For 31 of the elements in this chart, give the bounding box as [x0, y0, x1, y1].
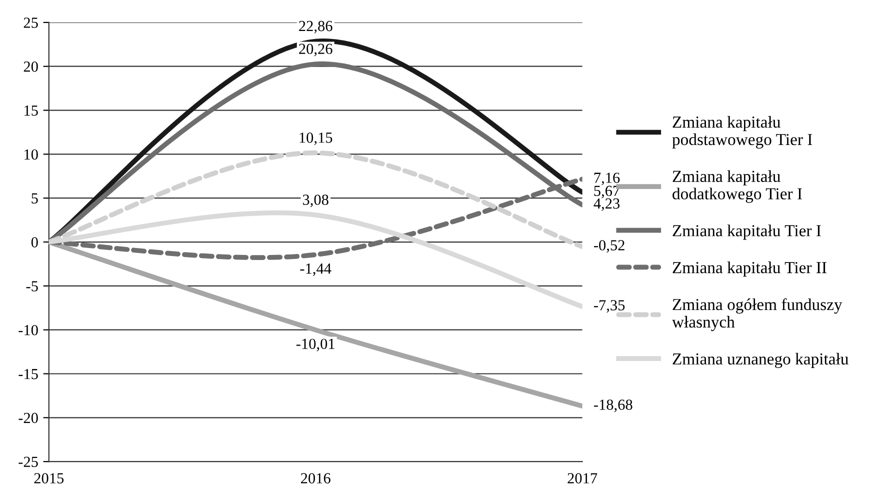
legend-label: Zmiana kapitału podstawowego Tier I [672, 116, 812, 149]
data-label: 10,15 [300, 132, 332, 146]
data-label: 22,86 [299, 20, 332, 34]
y-tick-label: -25 [18, 456, 38, 468]
legend-label: Zmiana kapitału dodatkowego Tier I [672, 170, 802, 203]
data-label: -1,44 [300, 264, 332, 276]
y-tick-label: -15 [18, 368, 38, 380]
y-tick-label: -5 [26, 281, 38, 292]
data-label: -10,01 [296, 338, 334, 352]
x-tick-label: 2015 [34, 473, 64, 484]
y-tick-label: 20 [24, 62, 38, 72]
y-tick-label: 0 [31, 237, 38, 248]
legend-label: Zmiana kapitału Tier I [672, 224, 821, 240]
data-label: 7,16 [594, 172, 620, 186]
y-tick-label: 5 [32, 193, 38, 204]
y-tick-label: -10 [18, 324, 38, 336]
x-tick-label: 2016 [300, 473, 330, 484]
data-label: 20,26 [299, 44, 332, 56]
data-label: 4,23 [594, 198, 620, 211]
y-tick-label: 15 [24, 105, 38, 116]
legend-label: Zmiana uznanego kapitału [672, 352, 848, 368]
data-label: -0,52 [594, 240, 624, 253]
data-label: -18,68 [594, 400, 632, 412]
legend-label: Zmiana ogółem funduszy własnych [672, 298, 842, 332]
x-tick-label: 2017 [568, 473, 598, 484]
data-label: 3,08 [302, 194, 328, 208]
data-label: -7,35 [594, 300, 625, 313]
y-tick-label: 25 [24, 18, 38, 28]
legend-label: Zmiana kapitału Tier II [672, 262, 826, 277]
y-tick-label: 10 [24, 149, 38, 160]
y-tick-label: -20 [18, 412, 38, 424]
